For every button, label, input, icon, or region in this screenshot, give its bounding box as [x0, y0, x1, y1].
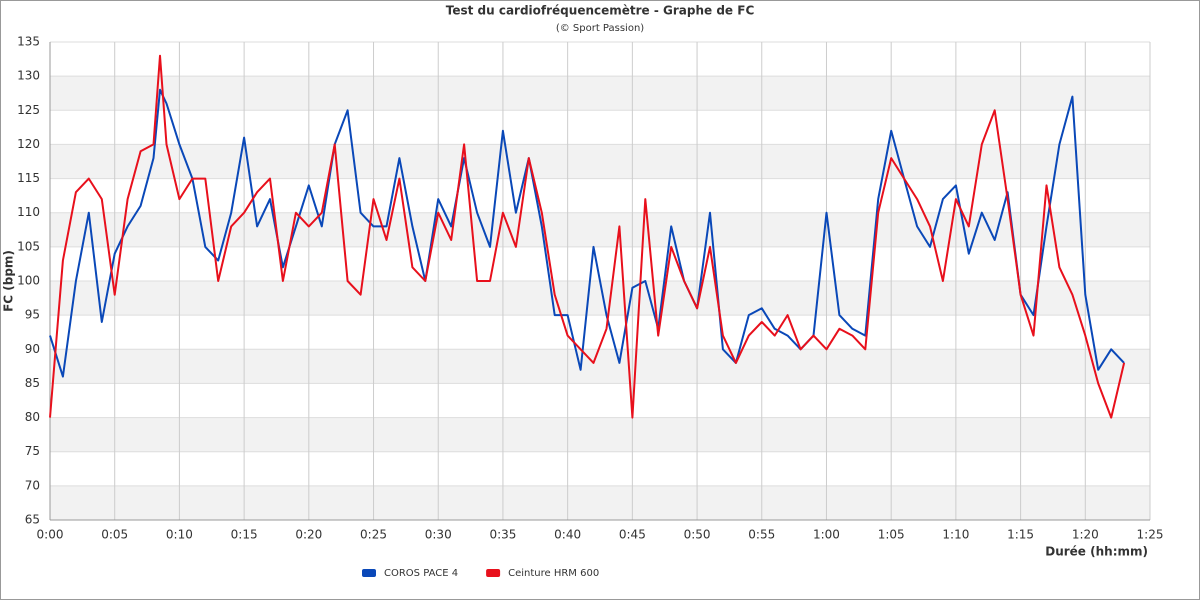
y-tick-label: 120 [17, 137, 40, 151]
y-tick-label: 100 [17, 274, 40, 288]
grid-band [50, 144, 1150, 179]
x-tick-label: 0:55 [748, 528, 775, 542]
grid-band [50, 76, 1150, 111]
legend-label: Ceinture HRM 600 [508, 568, 599, 579]
x-tick-label: 0:45 [619, 528, 646, 542]
series-line [49, 88, 1125, 378]
y-tick-label: 130 [17, 69, 40, 83]
y-tick-label: 135 [17, 35, 40, 49]
y-tick-label: 90 [25, 342, 40, 356]
x-tick-label: 1:25 [1137, 528, 1164, 542]
legend-swatch [486, 569, 501, 577]
y-tick-label: 105 [17, 239, 40, 253]
x-tick-label: 0:50 [684, 528, 711, 542]
x-tick-label: 1:05 [878, 528, 905, 542]
x-tick-label: 0:25 [360, 528, 387, 542]
grid-band [50, 417, 1150, 452]
y-tick-label: 95 [25, 308, 40, 322]
y-tick-label: 75 [25, 444, 40, 458]
x-axis-label: Durée (hh:mm) [1045, 545, 1148, 559]
y-tick-label: 110 [17, 205, 40, 219]
y-tick-label: 65 [25, 513, 40, 527]
chart-title: Test du cardiofréquencemètre - Graphe de… [446, 4, 755, 18]
grid-band [50, 281, 1150, 316]
x-tick-label: 1:10 [942, 528, 969, 542]
y-tick-label: 115 [17, 171, 40, 185]
x-tick-label: 0:35 [489, 528, 516, 542]
y-tick-label: 70 [25, 478, 40, 492]
x-tick-label: 0:30 [425, 528, 452, 542]
x-tick-label: 0:20 [295, 528, 322, 542]
grid-band [50, 349, 1150, 384]
y-tick-label: 80 [25, 410, 40, 424]
x-tick-label: 0:15 [231, 528, 258, 542]
y-tick-label: 85 [25, 376, 40, 390]
x-tick-label: 0:10 [166, 528, 193, 542]
x-tick-label: 0:00 [37, 528, 64, 542]
legend-label: COROS PACE 4 [384, 568, 458, 579]
grid-band [50, 485, 1150, 520]
legend-swatch [362, 569, 376, 577]
y-tick-label: 125 [17, 103, 40, 117]
y-axis-label: FC (bpm) [2, 250, 16, 312]
series-line [49, 54, 1126, 419]
x-tick-label: 0:40 [554, 528, 581, 542]
chart-subtitle: (© Sport Passion) [556, 23, 644, 34]
x-tick-label: 1:20 [1072, 528, 1099, 542]
x-tick-label: 0:05 [101, 528, 128, 542]
x-tick-label: 1:15 [1007, 528, 1034, 542]
x-tick-label: 1:00 [813, 528, 840, 542]
